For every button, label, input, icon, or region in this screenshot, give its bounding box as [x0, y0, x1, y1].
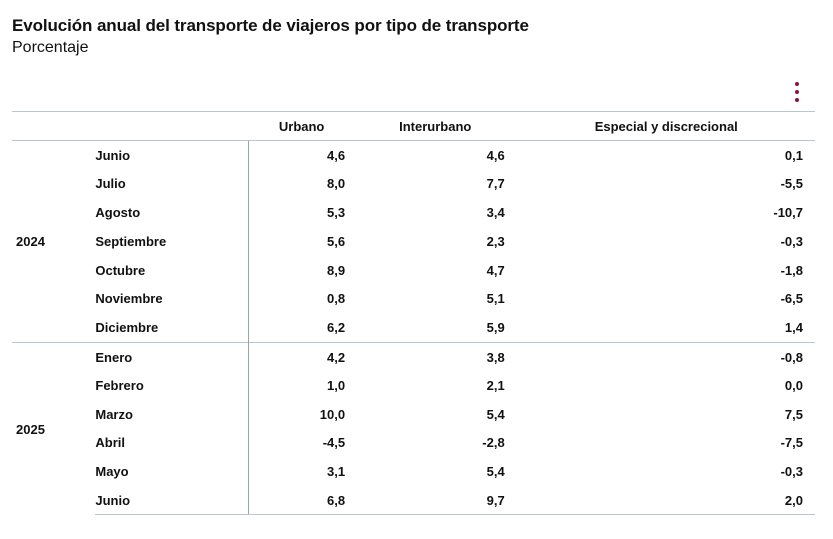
- value-interurbano: 5,4: [486, 406, 505, 422]
- table-row: Septiembre 5,6 2,3 -0,3: [12, 226, 815, 256]
- table-row: Noviembre 0,8 5,1 -6,5: [12, 284, 815, 314]
- value-interurbano: 4,7: [486, 262, 505, 278]
- value-urbano: 8,9: [248, 255, 346, 285]
- value-interurbano: -2,8: [482, 435, 505, 451]
- value-especial: -5,5: [780, 176, 803, 192]
- year-label: 2024: [16, 234, 45, 250]
- table-row: 2024 Junio 4,6 4,6 0,1: [12, 140, 815, 249]
- table-row: Junio 6,8 9,7 2,0: [12, 486, 815, 516]
- value-especial: 7,5: [784, 406, 803, 422]
- value-interurbano: 3,4: [486, 204, 505, 220]
- menu-dot: [795, 98, 799, 102]
- value-urbano: -4,5: [248, 428, 346, 458]
- value-urbano: 10,0: [248, 399, 346, 429]
- month-label: Julio: [95, 176, 126, 192]
- value-especial: -7,5: [780, 435, 803, 451]
- value-especial: -0,8: [504, 341, 815, 371]
- month-label: Octubre: [95, 262, 146, 278]
- month-label: Junio: [95, 148, 131, 164]
- table-row: 2025 Enero 4,2 3,8 -0,8: [12, 341, 815, 515]
- value-urbano: 4,6: [248, 140, 346, 170]
- table-row: Febrero 1,0 2,1 0,0: [12, 370, 815, 400]
- column-header-interurbano: Interurbano: [345, 111, 505, 141]
- month-label: Enero: [95, 341, 249, 371]
- table-row: Abril -4,5 -2,8 -7,5: [12, 428, 815, 458]
- month-label: Agosto: [95, 204, 141, 220]
- table-row: Octubre 8,9 4,7 -1,8: [12, 255, 815, 285]
- month-label: Noviembre: [95, 291, 163, 307]
- table-row: Diciembre 6,2 5,9 1,4: [12, 313, 815, 343]
- month-label: Febrero: [95, 377, 144, 393]
- month-label: Diciembre: [95, 319, 159, 335]
- value-urbano: 5,3: [248, 198, 346, 227]
- value-especial: 2,0: [504, 486, 815, 516]
- year-group-2025: 2025 Enero 4,2 3,8 -0,8 Febrero 1,0 2,1 0,0 Marzo…: [12, 341, 815, 516]
- month-label: Mayo: [95, 464, 129, 480]
- table-row: Marzo 10,0 5,4 7,5: [12, 399, 815, 429]
- header-row: Urbano Interurbano Especial y discrecion…: [12, 111, 815, 141]
- value-interurbano: 4,6: [486, 148, 505, 164]
- value-especial: -0,3: [780, 233, 803, 249]
- value-especial: -0,3: [780, 464, 803, 480]
- value-interurbano: 2,1: [486, 377, 505, 393]
- value-urbano: 4,2: [248, 341, 346, 371]
- year-label: 2025: [12, 341, 96, 515]
- column-header-especial: Especial y discrecional: [504, 111, 815, 141]
- chart-title: Evolución anual del transporte de viajer…: [12, 16, 529, 35]
- value-especial: -10,7: [773, 204, 803, 220]
- header-month-blank: [95, 111, 249, 141]
- month-label: Junio: [95, 486, 249, 516]
- value-especial: 0,0: [784, 377, 803, 393]
- value-urbano: 1,0: [248, 370, 346, 400]
- header-year-blank: [12, 111, 96, 141]
- value-interurbano: 5,9: [486, 319, 505, 335]
- menu-dot: [795, 82, 799, 86]
- menu-dot: [795, 90, 799, 94]
- chart-subtitle: Porcentaje: [12, 39, 89, 56]
- year-group-2024: 2024 Junio 4,6 4,6 0,1 Julio 8,0 7,7 -5,5 Agosto 5…: [12, 140, 815, 343]
- value-interurbano: 5,4: [486, 464, 505, 480]
- data-table: Urbano Interurbano Especial y discrecion…: [12, 111, 815, 516]
- value-urbano: 0,8: [248, 284, 346, 314]
- value-urbano: 5,6: [248, 226, 346, 256]
- value-especial: -1,8: [780, 262, 803, 278]
- month-label: Abril: [95, 435, 125, 451]
- value-interurbano: 2,3: [486, 233, 505, 249]
- value-interurbano: 3,8: [345, 341, 505, 371]
- value-urbano: 3,1: [248, 457, 346, 487]
- value-interurbano: 5,1: [486, 291, 505, 307]
- value-especial: 0,1: [784, 148, 803, 164]
- column-header-urbano: Urbano: [248, 111, 346, 141]
- value-especial: 1,4: [784, 319, 803, 335]
- month-label: Septiembre: [95, 233, 167, 249]
- value-urbano: 8,0: [248, 169, 346, 199]
- value-urbano: 6,2: [248, 313, 346, 343]
- value-especial: -6,5: [780, 291, 803, 307]
- vertical-ellipsis-icon[interactable]: [791, 82, 803, 102]
- table-header: Urbano Interurbano Especial y discrecion…: [12, 111, 815, 141]
- table-row: Mayo 3,1 5,4 -0,3: [12, 457, 815, 487]
- table-row: Agosto 5,3 3,4 -10,7: [12, 198, 815, 227]
- value-interurbano: 7,7: [486, 176, 505, 192]
- month-label: Marzo: [95, 406, 133, 422]
- value-interurbano: 9,7: [345, 486, 505, 516]
- table-row: Julio 8,0 7,7 -5,5: [12, 169, 815, 199]
- value-urbano: 6,8: [248, 486, 346, 516]
